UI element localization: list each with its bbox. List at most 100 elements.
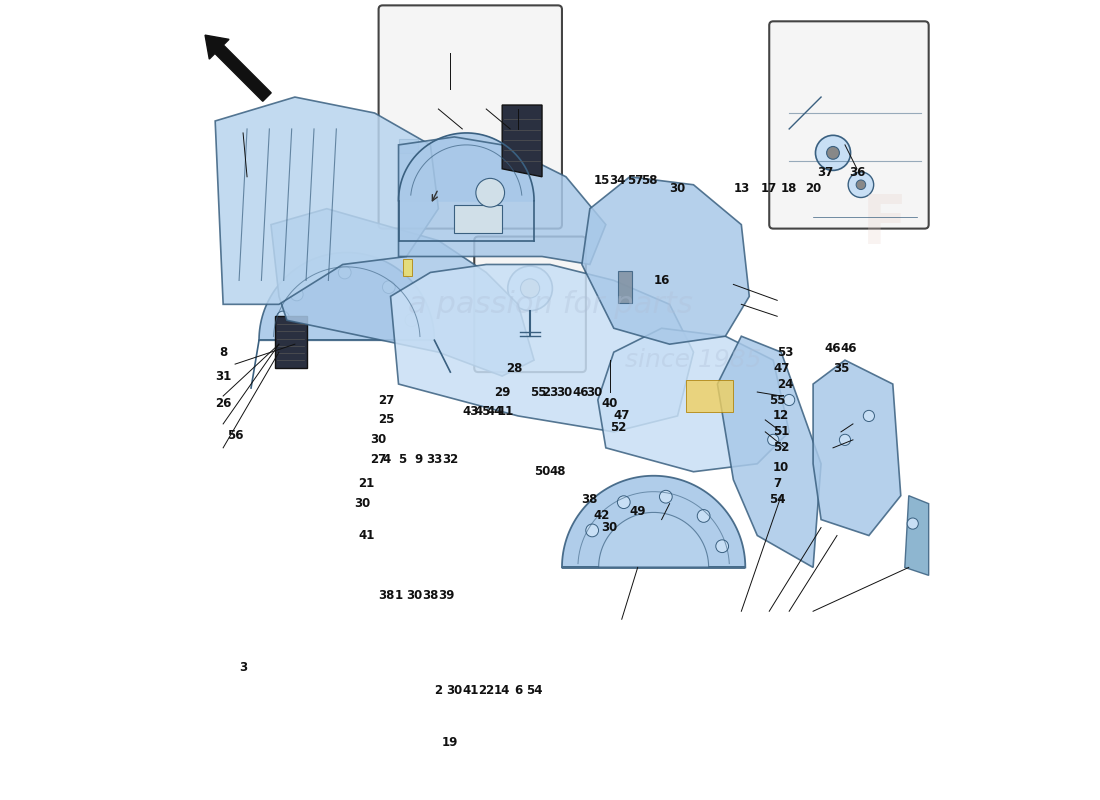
Text: 42: 42 <box>594 509 610 522</box>
FancyBboxPatch shape <box>474 237 586 372</box>
Text: 34: 34 <box>609 174 626 187</box>
Text: 37: 37 <box>817 166 833 179</box>
Text: 7: 7 <box>773 478 781 490</box>
Text: 12: 12 <box>773 410 790 422</box>
Text: 46: 46 <box>825 342 842 354</box>
Text: 29: 29 <box>494 386 510 398</box>
Text: 47: 47 <box>773 362 790 374</box>
Circle shape <box>815 135 850 170</box>
Circle shape <box>617 496 630 509</box>
Text: 47: 47 <box>614 410 630 422</box>
Text: 23: 23 <box>542 386 558 398</box>
Text: 58: 58 <box>641 174 658 187</box>
Polygon shape <box>390 265 693 432</box>
Text: 39: 39 <box>438 589 454 602</box>
Bar <box>618 271 632 302</box>
Polygon shape <box>398 137 606 265</box>
Text: 14: 14 <box>494 685 510 698</box>
Polygon shape <box>582 177 749 344</box>
Text: 48: 48 <box>550 466 566 478</box>
Polygon shape <box>905 496 928 575</box>
Polygon shape <box>216 97 439 304</box>
Circle shape <box>405 314 418 326</box>
Text: 6: 6 <box>514 685 522 698</box>
Text: 36: 36 <box>849 166 865 179</box>
Circle shape <box>290 288 304 301</box>
Text: 46: 46 <box>840 342 857 354</box>
Text: 5: 5 <box>398 454 407 466</box>
Polygon shape <box>597 328 789 472</box>
Circle shape <box>476 178 505 207</box>
Circle shape <box>697 510 710 522</box>
Text: 27: 27 <box>378 394 395 406</box>
Text: 43: 43 <box>462 406 478 418</box>
Polygon shape <box>258 253 434 340</box>
Text: 57: 57 <box>627 174 644 187</box>
Circle shape <box>856 180 866 190</box>
Text: 30: 30 <box>557 386 572 398</box>
Text: 50: 50 <box>534 466 550 478</box>
Text: 30: 30 <box>371 434 387 446</box>
Text: 3: 3 <box>239 661 248 674</box>
Text: 18: 18 <box>781 182 798 195</box>
FancyBboxPatch shape <box>769 22 928 229</box>
Circle shape <box>276 311 289 324</box>
Polygon shape <box>271 209 535 376</box>
Text: 35: 35 <box>833 362 849 374</box>
FancyBboxPatch shape <box>378 6 562 229</box>
Text: 21: 21 <box>359 478 375 490</box>
Bar <box>275 316 307 368</box>
Polygon shape <box>503 105 542 177</box>
Bar <box>454 205 503 233</box>
Text: 33: 33 <box>427 454 442 466</box>
Text: 54: 54 <box>769 493 785 506</box>
Circle shape <box>586 524 598 537</box>
Text: 41: 41 <box>359 529 375 542</box>
Text: 55: 55 <box>769 394 785 406</box>
Text: 31: 31 <box>214 370 231 382</box>
Text: 13: 13 <box>734 182 749 195</box>
Circle shape <box>768 434 779 446</box>
Text: 51: 51 <box>773 426 790 438</box>
Text: 16: 16 <box>653 274 670 287</box>
Text: F: F <box>862 192 907 258</box>
Text: 28: 28 <box>506 362 522 374</box>
Circle shape <box>783 394 794 406</box>
Text: 45: 45 <box>474 406 491 418</box>
Text: 30: 30 <box>406 589 422 602</box>
Text: 2: 2 <box>434 685 442 698</box>
Text: 8: 8 <box>219 346 228 358</box>
Text: 26: 26 <box>214 398 231 410</box>
Circle shape <box>864 410 874 422</box>
Text: 52: 52 <box>773 442 790 454</box>
Polygon shape <box>598 513 708 567</box>
Text: 22: 22 <box>478 685 494 698</box>
Text: 49: 49 <box>629 505 646 518</box>
Circle shape <box>383 281 395 294</box>
Text: 54: 54 <box>526 685 542 698</box>
Text: a passion for parts: a passion for parts <box>408 290 692 319</box>
Bar <box>398 138 418 153</box>
Circle shape <box>848 172 873 198</box>
Text: 15: 15 <box>594 174 610 187</box>
Text: 40: 40 <box>602 398 618 410</box>
FancyArrow shape <box>205 35 272 102</box>
Polygon shape <box>813 360 901 535</box>
Text: 4: 4 <box>383 454 390 466</box>
Text: 24: 24 <box>777 378 793 390</box>
Text: 30: 30 <box>585 386 602 398</box>
Text: 10: 10 <box>773 462 790 474</box>
Circle shape <box>839 434 850 446</box>
Text: 53: 53 <box>777 346 793 358</box>
Text: 46: 46 <box>572 386 588 398</box>
Text: 44: 44 <box>486 406 503 418</box>
Circle shape <box>826 146 839 159</box>
Circle shape <box>908 518 918 529</box>
Circle shape <box>660 490 672 503</box>
Bar <box>403 259 412 277</box>
Text: 30: 30 <box>447 685 462 698</box>
Text: 30: 30 <box>670 182 685 195</box>
Polygon shape <box>562 476 746 567</box>
Circle shape <box>716 540 728 553</box>
Circle shape <box>508 266 552 310</box>
